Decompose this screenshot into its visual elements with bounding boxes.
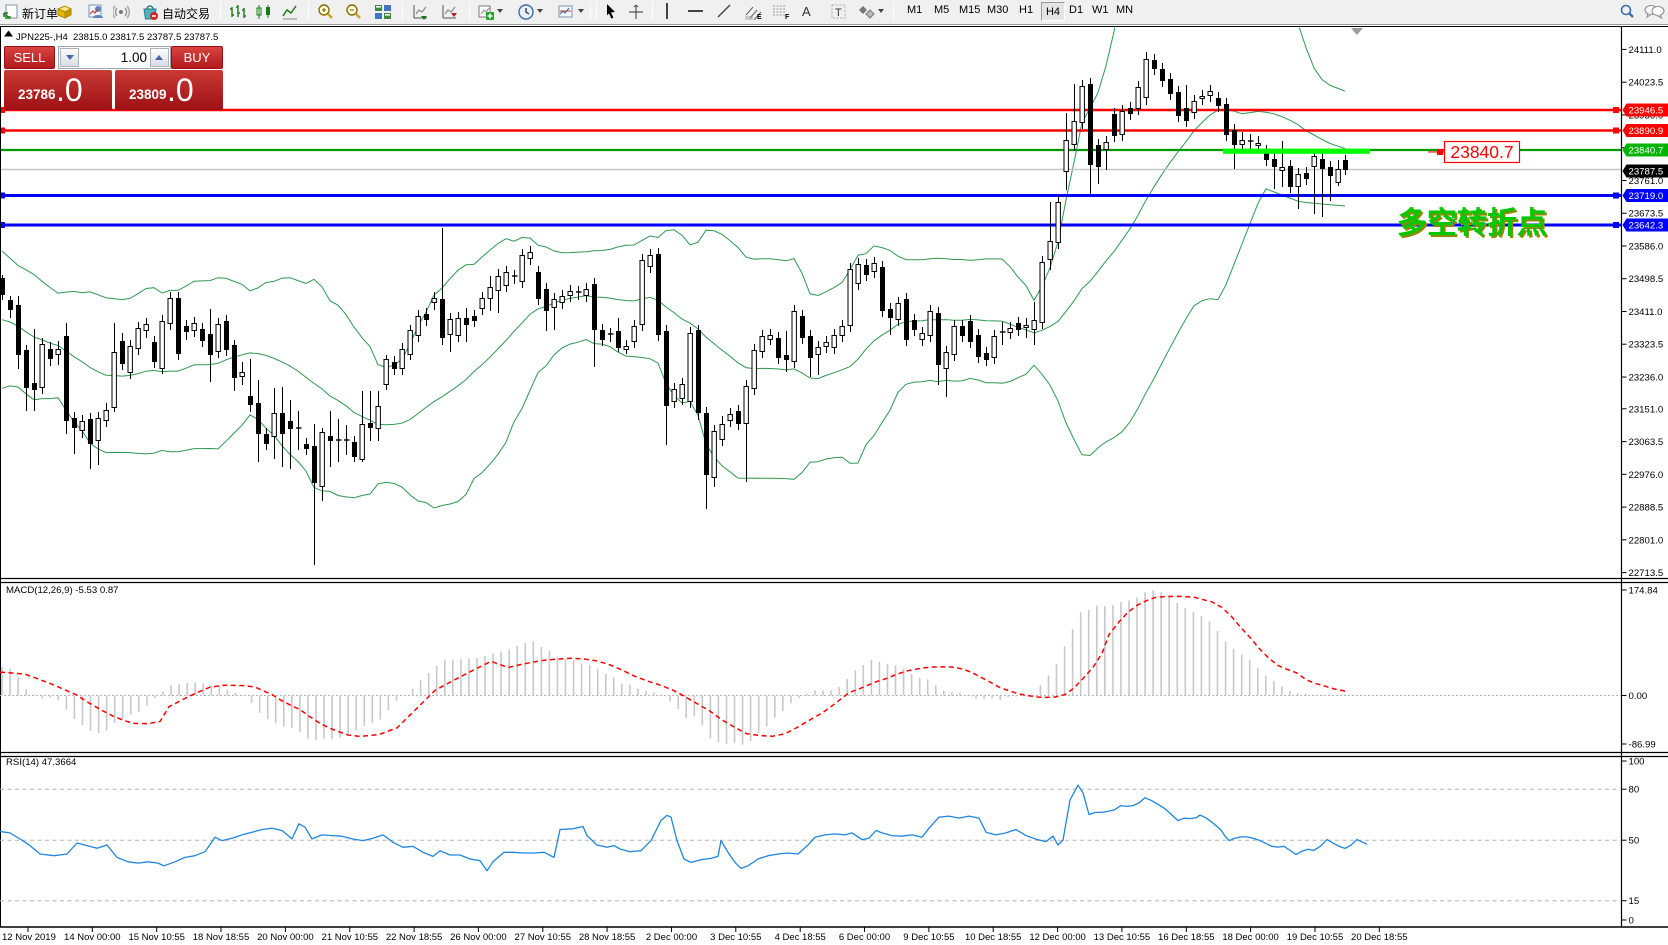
- svg-text:-86.99: -86.99: [1629, 740, 1656, 751]
- svg-text:12 Dec 00:00: 12 Dec 00:00: [1029, 932, 1086, 943]
- svg-text:0: 0: [1629, 916, 1634, 927]
- svg-text:23586.0: 23586.0: [1629, 242, 1664, 253]
- svg-text:21 Nov 10:55: 21 Nov 10:55: [322, 932, 379, 943]
- svg-text:23236.0: 23236.0: [1629, 373, 1664, 384]
- svg-text:22713.5: 22713.5: [1629, 568, 1664, 579]
- svg-text:RSI(14) 47.3664: RSI(14) 47.3664: [6, 757, 77, 768]
- svg-text:24111.0: 24111.0: [1629, 45, 1662, 56]
- svg-text:4 Dec 18:55: 4 Dec 18:55: [775, 932, 826, 943]
- svg-text:20 Nov 00:00: 20 Nov 00:00: [257, 932, 314, 943]
- svg-text:15 Nov 10:55: 15 Nov 10:55: [128, 932, 185, 943]
- svg-text:80: 80: [1629, 785, 1640, 796]
- svg-text:100: 100: [1629, 757, 1645, 768]
- svg-text:22888.5: 22888.5: [1629, 503, 1664, 514]
- svg-text:23411.0: 23411.0: [1629, 307, 1663, 318]
- svg-text:22801.0: 22801.0: [1629, 535, 1664, 546]
- svg-text:2 Dec 00:00: 2 Dec 00:00: [646, 932, 697, 943]
- svg-text:23063.5: 23063.5: [1629, 437, 1664, 448]
- svg-text:22976.0: 22976.0: [1629, 470, 1664, 481]
- svg-text:0.00: 0.00: [1629, 691, 1648, 702]
- svg-text:50: 50: [1629, 836, 1640, 847]
- svg-text:多空转折点: 多空转折点: [1399, 209, 1549, 242]
- svg-text:18 Dec 00:00: 18 Dec 00:00: [1222, 932, 1279, 943]
- svg-text:20 Dec 18:55: 20 Dec 18:55: [1351, 932, 1408, 943]
- svg-text:28 Nov 18:55: 28 Nov 18:55: [579, 932, 636, 943]
- svg-text:16 Dec 18:55: 16 Dec 18:55: [1158, 932, 1215, 943]
- svg-text:23673.5: 23673.5: [1629, 209, 1664, 220]
- svg-text:6 Dec 00:00: 6 Dec 00:00: [839, 932, 890, 943]
- svg-text:23840.7: 23840.7: [1450, 142, 1513, 162]
- svg-text:24023.5: 24023.5: [1629, 78, 1664, 89]
- svg-text:23151.0: 23151.0: [1629, 404, 1664, 415]
- svg-text:23642.3: 23642.3: [1629, 221, 1664, 232]
- svg-text:23498.5: 23498.5: [1629, 274, 1664, 285]
- svg-text:27 Nov 10:55: 27 Nov 10:55: [515, 932, 572, 943]
- svg-text:13 Dec 10:55: 13 Dec 10:55: [1094, 932, 1151, 943]
- svg-text:3 Dec 10:55: 3 Dec 10:55: [710, 932, 761, 943]
- svg-text:23890.9: 23890.9: [1629, 126, 1664, 137]
- svg-text:23761.0: 23761.0: [1629, 176, 1664, 187]
- svg-text:多空转折点: 多空转折点: [1397, 207, 1547, 240]
- svg-text:26 Nov 00:00: 26 Nov 00:00: [450, 932, 507, 943]
- svg-text:174.84: 174.84: [1629, 586, 1659, 597]
- svg-text:9 Dec 10:55: 9 Dec 10:55: [903, 932, 954, 943]
- svg-text:18 Nov 18:55: 18 Nov 18:55: [193, 932, 250, 943]
- svg-text:10 Dec 18:55: 10 Dec 18:55: [965, 932, 1022, 943]
- svg-text:19 Dec 10:55: 19 Dec 10:55: [1287, 932, 1344, 943]
- svg-text:JPN225-,H4 23815.0 23817.5 23: JPN225-,H4 23815.0 23817.5 23787.5 23787…: [16, 32, 218, 43]
- svg-text:14 Nov 00:00: 14 Nov 00:00: [64, 932, 121, 943]
- svg-text:T: T: [835, 7, 842, 19]
- svg-text:23840.7: 23840.7: [1629, 146, 1664, 157]
- svg-text:23946.5: 23946.5: [1629, 106, 1664, 117]
- svg-text:23719.0: 23719.0: [1629, 191, 1664, 202]
- svg-text:23323.5: 23323.5: [1629, 340, 1664, 351]
- svg-text:E: E: [757, 14, 762, 21]
- svg-text:15: 15: [1629, 896, 1640, 907]
- svg-text:22 Nov 18:55: 22 Nov 18:55: [386, 932, 443, 943]
- svg-text:MACD(12,26,9) -5.53 0.87: MACD(12,26,9) -5.53 0.87: [6, 585, 119, 596]
- svg-text:23787.5: 23787.5: [1629, 167, 1664, 178]
- svg-text:12 Nov 2019: 12 Nov 2019: [2, 932, 56, 943]
- svg-text:F: F: [785, 14, 790, 21]
